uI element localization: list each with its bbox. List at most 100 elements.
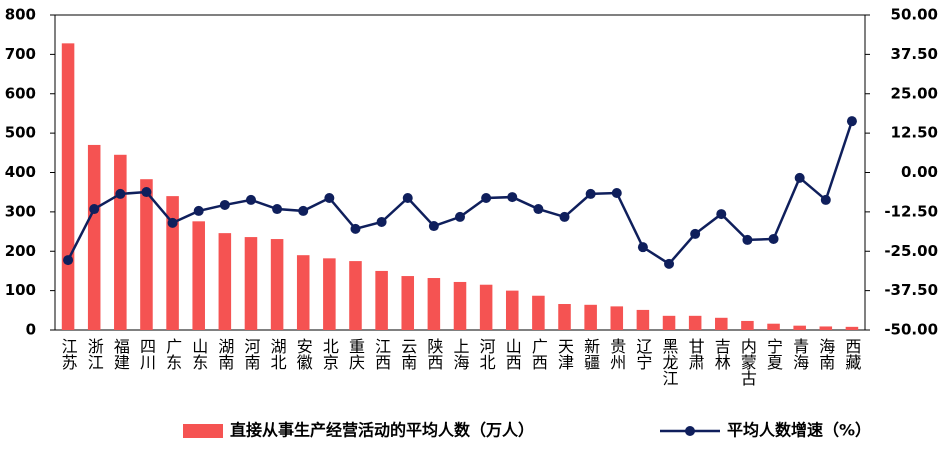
x-tick-label: 吉林 xyxy=(712,338,731,370)
line-marker xyxy=(846,116,857,127)
bar xyxy=(270,239,284,330)
y-tick-label: 600 xyxy=(5,84,36,102)
x-tick-label: 云南 xyxy=(398,338,417,370)
y2-tick-label: 50.00 xyxy=(891,6,938,24)
x-tick-label: 浙江 xyxy=(85,338,104,370)
bar xyxy=(715,317,728,330)
x-tick-label: 广东 xyxy=(163,338,182,370)
bar xyxy=(741,320,754,330)
x-tick-label: 湖南 xyxy=(215,338,234,370)
y-tick-label: 800 xyxy=(5,6,36,24)
y2-tick-label: 0.00 xyxy=(901,163,938,181)
x-tick-label: 海南 xyxy=(816,338,835,370)
bar xyxy=(323,258,336,330)
x-tick-label: 甘肃 xyxy=(686,338,705,370)
line-marker xyxy=(716,209,727,220)
bar xyxy=(61,43,75,330)
bar xyxy=(584,304,597,330)
x-tick-label: 西藏 xyxy=(842,338,861,371)
bar xyxy=(218,233,232,330)
x-tick-label: 上海 xyxy=(451,338,470,370)
x-tick-label: 四川 xyxy=(137,338,156,370)
x-tick-label: 福建 xyxy=(111,338,130,370)
y-tick-label: 300 xyxy=(5,202,36,220)
line-marker xyxy=(664,258,675,269)
bar xyxy=(244,237,258,330)
bar xyxy=(166,196,179,330)
y2-tick-label: -25.00 xyxy=(884,242,938,260)
bar xyxy=(427,278,441,330)
line-marker xyxy=(768,233,779,244)
x-tick-label: 江西 xyxy=(372,338,391,370)
bar xyxy=(87,144,101,330)
y-tick-label: 500 xyxy=(5,124,36,142)
y2-tick-label: 12.50 xyxy=(891,124,938,142)
y-tick-label: 400 xyxy=(5,163,36,181)
bar xyxy=(662,315,676,330)
bar xyxy=(793,325,806,330)
bar xyxy=(558,304,571,330)
line-marker xyxy=(245,194,256,205)
bar xyxy=(688,315,702,330)
y-tick-label: 0 xyxy=(26,321,36,339)
x-tick-label: 湖北 xyxy=(268,338,287,370)
line-marker xyxy=(376,216,387,227)
bar xyxy=(453,281,467,330)
bar xyxy=(140,179,153,330)
x-tick-label: 北京 xyxy=(320,338,339,371)
bar xyxy=(114,154,127,330)
line-marker xyxy=(820,194,831,205)
legend-swatch xyxy=(183,424,223,438)
x-tick-label: 黑龙江 xyxy=(660,338,679,386)
line-marker xyxy=(690,228,701,239)
y2-tick-label: 25.00 xyxy=(891,84,938,102)
line-marker xyxy=(272,204,283,215)
legend-label: 平均人数增速（%） xyxy=(727,421,871,440)
bar xyxy=(610,306,624,330)
bar xyxy=(845,326,859,330)
line-marker xyxy=(141,187,152,198)
x-tick-label: 山西 xyxy=(503,338,522,370)
x-tick-label: 宁夏 xyxy=(764,338,783,370)
x-tick-label: 江苏 xyxy=(59,338,78,371)
legend-swatch xyxy=(685,426,695,436)
x-tick-label: 山东 xyxy=(189,338,208,370)
bar xyxy=(479,284,493,330)
line-marker xyxy=(89,204,100,215)
y-tick-label: 100 xyxy=(5,281,36,299)
line-marker xyxy=(298,205,309,216)
y2-tick-label: 37.50 xyxy=(891,45,938,63)
x-tick-label: 贵州 xyxy=(607,338,626,370)
y2-tick-label: -12.50 xyxy=(884,202,938,220)
y2-tick-label: -37.50 xyxy=(884,281,938,299)
x-tick-label: 辽宁 xyxy=(633,338,652,370)
x-tick-label: 重庆 xyxy=(346,338,365,370)
y-tick-label: 200 xyxy=(5,242,36,260)
line-marker xyxy=(193,205,204,216)
x-tick-label: 青海 xyxy=(790,338,809,370)
x-tick-label: 天津 xyxy=(555,338,574,370)
x-tick-label: 河南 xyxy=(241,338,260,370)
line-marker xyxy=(794,172,805,183)
x-tick-label: 新疆 xyxy=(581,338,600,370)
legend-label: 直接从事生产经营活动的平均人数（万人） xyxy=(230,421,534,440)
line-marker xyxy=(324,193,335,204)
line-marker xyxy=(533,204,544,215)
line-marker xyxy=(559,211,570,222)
y-tick-label: 700 xyxy=(5,45,36,63)
line-marker xyxy=(428,221,439,232)
x-tick-label: 内蒙古 xyxy=(738,338,757,386)
x-tick-label: 广西 xyxy=(529,338,548,370)
line-marker xyxy=(115,188,126,199)
line-marker xyxy=(167,217,178,228)
line-marker xyxy=(742,234,753,245)
bar xyxy=(375,270,388,330)
line-marker xyxy=(481,193,492,204)
bar xyxy=(401,276,415,330)
x-tick-label: 陕西 xyxy=(424,338,443,370)
bar xyxy=(296,255,310,330)
line-marker xyxy=(585,188,596,199)
bar xyxy=(349,261,362,330)
line-marker xyxy=(637,242,648,253)
